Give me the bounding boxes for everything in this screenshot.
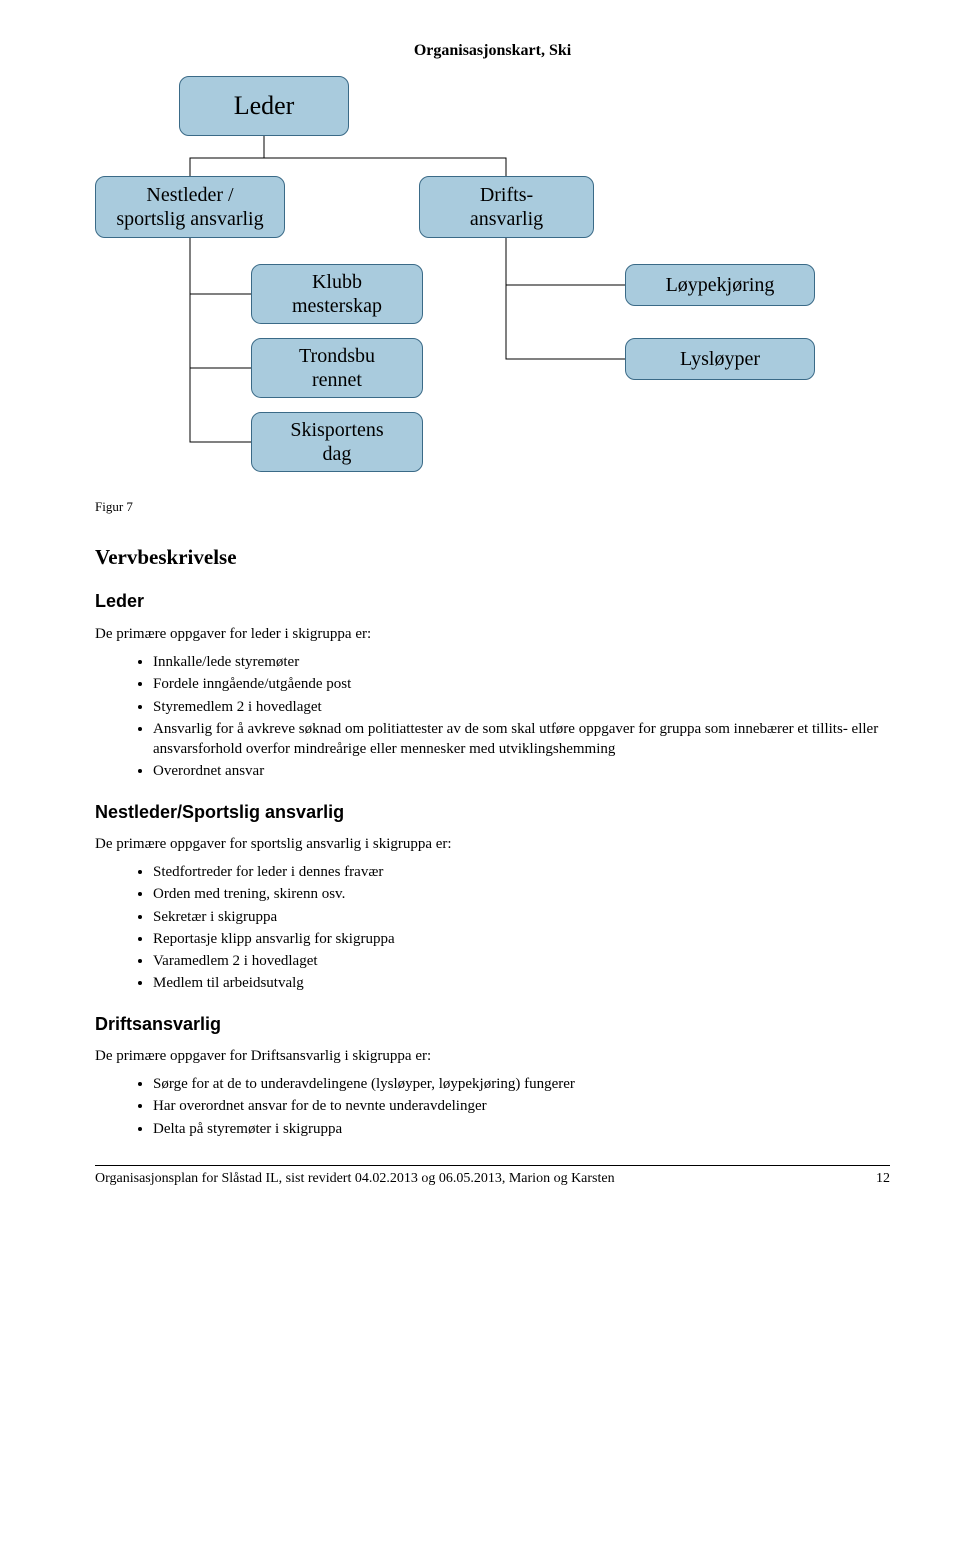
list-item: Medlem til arbeidsutvalg: [153, 973, 890, 993]
org-node-klubb: Klubbmesterskap: [251, 264, 423, 324]
org-node-trondsbu: Trondsburennet: [251, 338, 423, 398]
footer: Organisasjonsplan for Slåstad IL, sist r…: [95, 1165, 890, 1189]
bullet-list-nestleder: Stedfortreder for leder i dennes fraværO…: [153, 862, 890, 994]
list-item: Styremedlem 2 i hovedlaget: [153, 697, 890, 717]
org-node-drift: Drifts-ansvarlig: [419, 176, 594, 238]
org-node-skisport: Skisportensdag: [251, 412, 423, 472]
figure-label: Figur 7: [95, 498, 890, 516]
bullet-list-leder: Innkalle/lede styremøterFordele inngåend…: [153, 652, 890, 782]
lead-nestleder: De primære oppgaver for sportslig ansvar…: [95, 834, 890, 854]
list-item: Reportasje klipp ansvarlig for skigruppa: [153, 929, 890, 949]
lead-driftsansvarlig: De primære oppgaver for Driftsansvarlig …: [95, 1046, 890, 1066]
heading-nestleder: Nestleder/Sportslig ansvarlig: [95, 800, 890, 824]
list-item: Innkalle/lede styremøter: [153, 652, 890, 672]
footer-text: Organisasjonsplan for Slåstad IL, sist r…: [95, 1170, 615, 1189]
org-node-leder: Leder: [179, 76, 349, 136]
list-item: Fordele inngående/utgående post: [153, 674, 890, 694]
page-number: 12: [876, 1170, 890, 1189]
org-node-loypek: Løypekjøring: [625, 264, 815, 306]
list-item: Orden med trening, skirenn osv.: [153, 884, 890, 904]
org-node-nestleder: Nestleder /sportslig ansvarlig: [95, 176, 285, 238]
list-item: Sekretær i skigruppa: [153, 907, 890, 927]
page-title: Organisasjonskart, Ski: [95, 40, 890, 62]
lead-leder: De primære oppgaver for leder i skigrupp…: [95, 624, 890, 644]
list-item: Overordnet ansvar: [153, 761, 890, 781]
list-item: Varamedlem 2 i hovedlaget: [153, 951, 890, 971]
heading-driftsansvarlig: Driftsansvarlig: [95, 1012, 890, 1036]
list-item: Stedfortreder for leder i dennes fravær: [153, 862, 890, 882]
list-item: Har overordnet ansvar for de to nevnte u…: [153, 1096, 890, 1116]
list-item: Delta på styremøter i skigruppa: [153, 1119, 890, 1139]
org-chart: Leder Nestleder /sportslig ansvarlig Drift…: [95, 76, 885, 476]
heading-vervbeskrivelse: Vervbeskrivelse: [95, 543, 890, 571]
list-item: Sørge for at de to underavdelingene (lys…: [153, 1074, 890, 1094]
heading-leder: Leder: [95, 589, 890, 613]
org-node-lysloyper: Lysløyper: [625, 338, 815, 380]
list-item: Ansvarlig for å avkreve søknad om politi…: [153, 719, 890, 760]
bullet-list-driftsansvarlig: Sørge for at de to underavdelingene (lys…: [153, 1074, 890, 1139]
